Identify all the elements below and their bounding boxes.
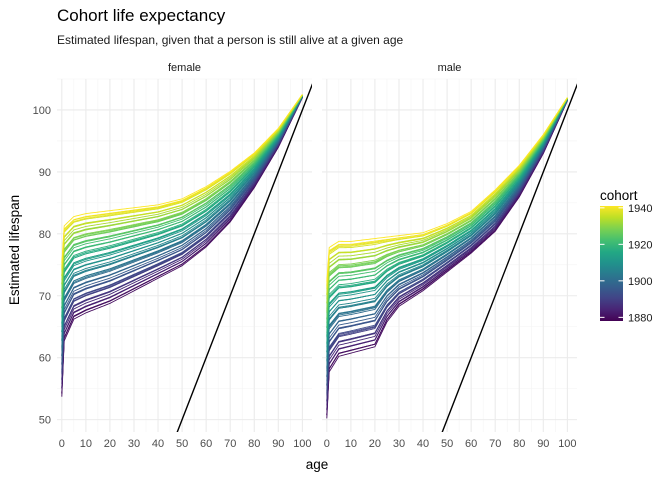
cohort-line-1933 bbox=[326, 97, 568, 299]
cohort-line-1907 bbox=[326, 99, 568, 358]
cohort-line-1910 bbox=[326, 98, 568, 353]
x-tick-label: 50 bbox=[176, 438, 188, 450]
y-tick-label: 80 bbox=[39, 229, 51, 241]
legend-tick-label: 1920 bbox=[628, 239, 652, 251]
panel-male: male 0 10 20 30 40 50 60 70 80 90 100 bbox=[322, 62, 577, 450]
facet-strip-label: male bbox=[438, 62, 462, 74]
cohort-line-1932 bbox=[326, 97, 568, 304]
chart-title: Cohort life expectancy bbox=[57, 6, 226, 25]
cohort-line-1884 bbox=[61, 97, 303, 389]
cohort-line-1881 bbox=[61, 97, 303, 394]
cohort-legend: cohort 1880 1900 1920 1940 bbox=[600, 188, 652, 324]
cohort-line-1918 bbox=[326, 98, 568, 334]
cohort-line-1892 bbox=[326, 99, 568, 392]
panel-female: female 0 10 20 30 40 50 60 70 80 90 100 50 60 70 80 90 10… bbox=[33, 62, 312, 450]
x-tick-label: 100 bbox=[558, 438, 576, 450]
legend-tick-label: 1940 bbox=[628, 203, 652, 215]
cohort-line-1921 bbox=[61, 95, 303, 309]
cohort-line-1936 bbox=[326, 97, 568, 295]
cohort-line-1922 bbox=[61, 95, 303, 304]
cohort-line-1888 bbox=[61, 96, 303, 380]
x-tick-label: 60 bbox=[200, 438, 212, 450]
x-tick-label: 20 bbox=[369, 438, 381, 450]
chart-subtitle: Estimated lifespan, given that a person … bbox=[57, 33, 404, 47]
cohort-line-1929 bbox=[326, 97, 568, 309]
cohort-line-1914 bbox=[326, 98, 568, 343]
x-tick-label: 80 bbox=[248, 438, 260, 450]
cohort-line-1936 bbox=[61, 94, 303, 276]
x-tick-label: 10 bbox=[80, 438, 92, 450]
facet-strip-label: female bbox=[168, 62, 201, 74]
x-tick-label: 0 bbox=[59, 438, 65, 450]
x-tick-label: 30 bbox=[128, 438, 140, 450]
legend-ticks: 1880 1900 1920 1940 bbox=[600, 203, 652, 324]
cohort-line-1925 bbox=[326, 98, 568, 319]
cohort-line-1892 bbox=[61, 96, 303, 371]
x-tick-label: 20 bbox=[104, 438, 116, 450]
identity-reference-line bbox=[176, 83, 312, 432]
identity-reference-line bbox=[441, 83, 577, 432]
cohort-line-1910 bbox=[61, 95, 303, 332]
legend-title: cohort bbox=[600, 188, 638, 203]
legend-colorbar bbox=[600, 206, 623, 321]
y-tick-label: 100 bbox=[33, 105, 51, 117]
cohort-line-1899 bbox=[326, 99, 568, 377]
x-tick-label: 90 bbox=[537, 438, 549, 450]
x-tick-label: 40 bbox=[417, 438, 429, 450]
x-tick-label: 50 bbox=[441, 438, 453, 450]
x-axis-title: age bbox=[306, 457, 329, 472]
cohort-series-group bbox=[326, 83, 577, 432]
y-tick-label: 50 bbox=[39, 415, 51, 427]
legend-tick-label: 1900 bbox=[628, 276, 652, 288]
cohort-line-1914 bbox=[61, 95, 303, 323]
x-tick-label: 100 bbox=[293, 438, 311, 450]
x-tick-label: 70 bbox=[224, 438, 236, 450]
y-tick-label: 90 bbox=[39, 167, 51, 179]
cohort-line-1899 bbox=[61, 96, 303, 356]
cohort-line-1921 bbox=[326, 98, 568, 328]
cohort-line-1929 bbox=[61, 94, 303, 290]
y-tick-label: 70 bbox=[39, 291, 51, 303]
cohort-line-1907 bbox=[61, 95, 303, 337]
x-tick-label: 70 bbox=[489, 438, 501, 450]
x-tick-label: 60 bbox=[465, 438, 477, 450]
x-tick-label: 80 bbox=[513, 438, 525, 450]
cohort-line-1925 bbox=[61, 95, 303, 300]
x-tick-label: 0 bbox=[324, 438, 330, 450]
cohort-line-1941 bbox=[326, 97, 568, 282]
cohort-line-1896 bbox=[61, 96, 303, 361]
cohort-line-1881 bbox=[326, 100, 568, 416]
x-tick-label: 10 bbox=[345, 438, 357, 450]
cohort-line-1933 bbox=[61, 94, 303, 281]
y-axis-title: Estimated lifespan bbox=[7, 195, 22, 305]
cohort-line-1932 bbox=[61, 94, 303, 285]
cohort-line-1903 bbox=[326, 99, 568, 367]
cohort-line-1888 bbox=[326, 100, 568, 401]
cohort-line-1918 bbox=[61, 95, 303, 314]
y-tick-label: 60 bbox=[39, 353, 51, 365]
x-tick-label: 90 bbox=[272, 438, 284, 450]
x-tick-label: 40 bbox=[152, 438, 164, 450]
x-tick-label: 30 bbox=[393, 438, 405, 450]
cohort-series-group bbox=[61, 83, 312, 432]
legend-tick-label: 1880 bbox=[628, 312, 652, 324]
cohort-line-1903 bbox=[61, 96, 303, 347]
cohort-line-1941 bbox=[61, 94, 303, 263]
